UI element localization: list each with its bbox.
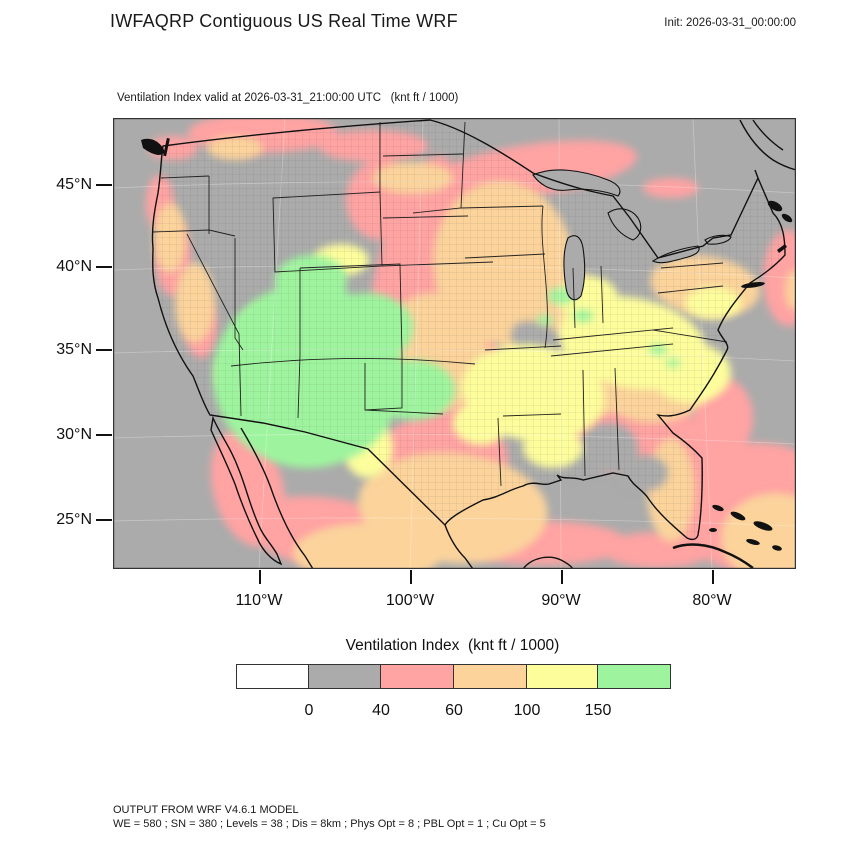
legend-swatch-white: [237, 665, 309, 688]
lon-label-110w: 110°W: [235, 592, 283, 609]
lat-tick-45n: [96, 184, 112, 186]
legend-title: Ventilation Index (knt ft / 1000): [345, 637, 560, 654]
legend-tick-40: 40: [372, 702, 390, 719]
islands: [141, 137, 793, 551]
lon-label-90w: 90°W: [541, 592, 581, 609]
model-info-line1: OUTPUT FROM WRF V4.6.1 MODEL: [113, 804, 299, 816]
lon-label-100w: 100°W: [385, 592, 435, 609]
lon-label-80w: 80°W: [692, 592, 732, 609]
lat-tick-30n: [96, 434, 112, 436]
lon-tick-90w: [561, 570, 563, 584]
lat-label-45n: 45°N: [56, 176, 92, 193]
great-lakes: [532, 169, 732, 301]
us-ventilation-map: [113, 118, 796, 569]
lon-tick-110w: [259, 570, 261, 584]
legend-swatch-yellow: [527, 665, 598, 688]
legend-swatch-tan: [454, 665, 527, 688]
state-borders: [152, 121, 728, 487]
legend-tick-150: 150: [584, 702, 612, 719]
lat-label-30n: 30°N: [56, 426, 92, 443]
lon-tick-100w: [410, 570, 412, 584]
legend-swatch-pink: [381, 665, 454, 688]
model-info: OUTPUT FROM WRF V4.6.1 MODEL WE = 580 ; …: [113, 803, 546, 831]
legend-tick-100: 100: [513, 702, 541, 719]
us-map-svg: [113, 118, 796, 569]
lat-label-25n: 25°N: [56, 511, 92, 528]
lat-label-35n: 35°N: [56, 341, 92, 358]
map-border: [113, 118, 796, 569]
legend-tick-0: 0: [304, 702, 314, 719]
init-timestamp: Init: 2026-03-31_00:00:00: [664, 17, 796, 29]
legend-colorbar: [236, 664, 671, 689]
map-subtitle: Ventilation Index valid at 2026-03-31_21…: [117, 92, 459, 104]
legend-tick-60: 60: [445, 702, 463, 719]
legend-swatch-green: [598, 665, 670, 688]
model-info-line2: WE = 580 ; SN = 380 ; Levels = 38 ; Dis …: [113, 818, 546, 830]
legend-swatch-gray: [309, 665, 381, 688]
lat-tick-40n: [96, 266, 112, 268]
lat-label-40n: 40°N: [56, 258, 92, 275]
lat-tick-35n: [96, 349, 112, 351]
coastline: [151, 119, 796, 569]
lat-tick-25n: [96, 519, 112, 521]
page-title: IWFAQRP Contiguous US Real Time WRF: [110, 11, 458, 31]
lon-tick-80w: [712, 570, 714, 584]
